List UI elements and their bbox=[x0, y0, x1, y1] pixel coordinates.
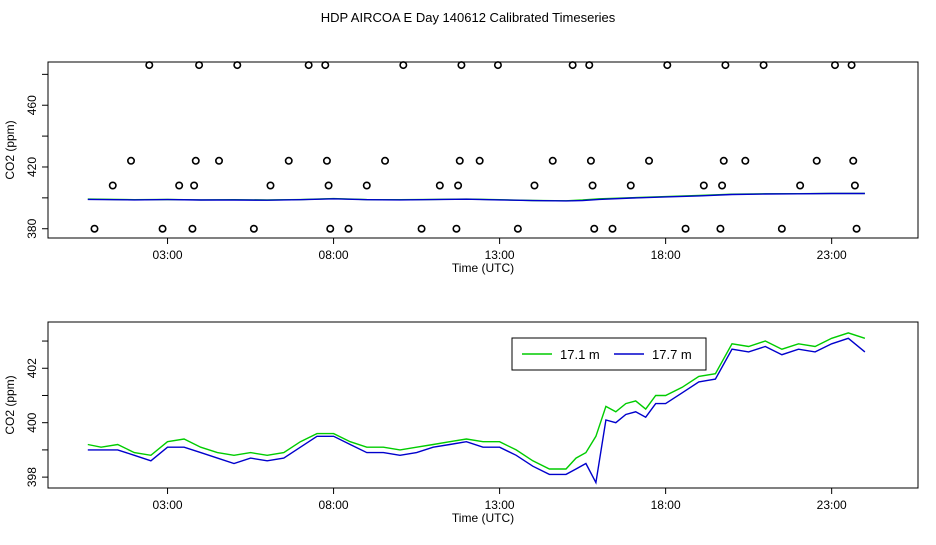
y-tick-label: 420 bbox=[25, 157, 39, 177]
data-point bbox=[849, 156, 858, 165]
data-point bbox=[741, 156, 750, 165]
y-tick-label: 398 bbox=[25, 467, 39, 487]
plot-frame bbox=[47, 61, 919, 239]
data-point bbox=[215, 156, 224, 165]
data-point bbox=[852, 224, 861, 233]
data-point bbox=[645, 156, 654, 165]
y-tick-label: 460 bbox=[25, 95, 39, 115]
data-point bbox=[586, 156, 595, 165]
series-line-blue bbox=[87, 192, 865, 202]
data-point bbox=[626, 181, 635, 190]
data-point bbox=[175, 181, 184, 190]
data-point bbox=[195, 61, 204, 70]
data-point bbox=[90, 224, 99, 233]
data-point bbox=[435, 181, 444, 190]
x-axis-label: Time (UTC) bbox=[452, 511, 514, 525]
data-point bbox=[721, 61, 730, 70]
data-point bbox=[608, 224, 617, 233]
data-point bbox=[322, 156, 331, 165]
data-point bbox=[590, 224, 599, 233]
legend-label: 17.7 m bbox=[652, 347, 692, 362]
plot-frame bbox=[47, 321, 919, 489]
data-point bbox=[191, 156, 200, 165]
x-tick-label: 23:00 bbox=[817, 498, 847, 512]
data-point bbox=[321, 61, 330, 70]
data-point bbox=[362, 181, 371, 190]
data-point bbox=[493, 61, 502, 70]
data-point bbox=[188, 224, 197, 233]
x-tick-label: 08:00 bbox=[319, 248, 349, 262]
x-tick-label: 18:00 bbox=[651, 248, 681, 262]
x-tick-label: 18:00 bbox=[651, 498, 681, 512]
data-point bbox=[455, 156, 464, 165]
y-tick-label: 380 bbox=[25, 218, 39, 238]
data-point bbox=[830, 61, 839, 70]
panel-2: 03:00 08:00 13:00 18:00 23:00 398 400 402 Time (… bbox=[3, 321, 919, 525]
x-tick-label: 08:00 bbox=[319, 498, 349, 512]
legend: 17.1 m 17.7 m bbox=[511, 337, 707, 371]
data-point bbox=[699, 181, 708, 190]
data-point bbox=[324, 181, 333, 190]
data-point bbox=[457, 61, 466, 70]
legend-label: 17.1 m bbox=[560, 347, 600, 362]
data-point bbox=[548, 156, 557, 165]
data-point bbox=[399, 61, 408, 70]
y-tick-label: 402 bbox=[25, 358, 39, 378]
data-point bbox=[568, 61, 577, 70]
data-point bbox=[190, 181, 199, 190]
data-point bbox=[127, 156, 136, 165]
data-point bbox=[530, 181, 539, 190]
data-point bbox=[266, 181, 275, 190]
x-tick-label: 13:00 bbox=[485, 498, 515, 512]
x-axis-label: Time (UTC) bbox=[452, 261, 514, 275]
data-point bbox=[777, 224, 786, 233]
x-tick-label: 23:00 bbox=[817, 248, 847, 262]
data-point bbox=[812, 156, 821, 165]
data-point bbox=[145, 61, 154, 70]
data-point bbox=[326, 224, 335, 233]
data-point bbox=[108, 181, 117, 190]
data-point bbox=[847, 61, 856, 70]
panel-1: 03:00 08:00 13:00 18:00 23:00 380 420 460 Time (… bbox=[3, 61, 919, 275]
data-point bbox=[249, 224, 258, 233]
series-line-17-7-m bbox=[87, 337, 866, 485]
data-point bbox=[454, 181, 463, 190]
data-point bbox=[417, 224, 426, 233]
data-point bbox=[796, 181, 805, 190]
data-point bbox=[475, 156, 484, 165]
data-point bbox=[759, 61, 768, 70]
data-point bbox=[719, 156, 728, 165]
data-point bbox=[513, 224, 522, 233]
data-point bbox=[233, 61, 242, 70]
data-point bbox=[585, 61, 594, 70]
x-tick-label: 03:00 bbox=[153, 498, 183, 512]
y-axis-label: CO2 (ppm) bbox=[3, 120, 17, 179]
data-point bbox=[850, 181, 859, 190]
data-point bbox=[663, 61, 672, 70]
y-tick-label: 400 bbox=[25, 412, 39, 432]
chart-title: HDP AIRCOA E Day 140612 Calibrated Times… bbox=[321, 10, 616, 25]
data-point bbox=[158, 224, 167, 233]
x-tick-label: 03:00 bbox=[153, 248, 183, 262]
data-point bbox=[716, 224, 725, 233]
data-point bbox=[452, 224, 461, 233]
data-point bbox=[718, 181, 727, 190]
data-point bbox=[284, 156, 293, 165]
y-axis-label: CO2 (ppm) bbox=[3, 375, 17, 434]
x-tick-label: 13:00 bbox=[485, 248, 515, 262]
data-point bbox=[344, 224, 353, 233]
data-point bbox=[304, 61, 313, 70]
data-point bbox=[381, 156, 390, 165]
series-line-17-1-m bbox=[87, 332, 866, 470]
data-point bbox=[588, 181, 597, 190]
data-point bbox=[681, 224, 690, 233]
